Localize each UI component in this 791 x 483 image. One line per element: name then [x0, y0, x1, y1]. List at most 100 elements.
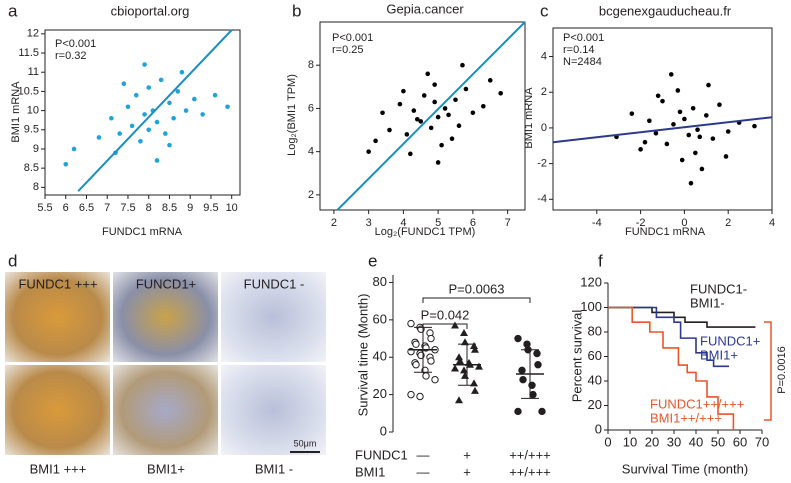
point: [133, 92, 139, 98]
point: [697, 134, 703, 140]
point: [121, 81, 127, 87]
y-tick-label: 0: [541, 122, 547, 134]
point: [175, 89, 181, 94]
point: [629, 111, 635, 116]
point: [117, 131, 122, 136]
point: [96, 135, 102, 140]
point: [212, 92, 218, 98]
y-axis-label: Survival time (Month): [355, 294, 370, 417]
ihc-image: [221, 272, 326, 362]
panel-letter: b: [292, 1, 301, 20]
point: [432, 99, 437, 105]
y-tick-label: 9: [33, 143, 39, 155]
x-tick-label: 3: [366, 217, 372, 229]
x-tick-label: 10: [623, 434, 637, 449]
y-tick-label: 80: [373, 274, 387, 289]
point: [449, 136, 455, 141]
point: [693, 150, 698, 156]
x-tick-label: 70: [755, 434, 769, 449]
y-axis-label: Log₂(BMI1 TPM): [286, 74, 298, 156]
point: [470, 342, 478, 350]
bracket: [422, 297, 531, 303]
legend-label: BMI1+: [700, 347, 738, 362]
point: [416, 392, 424, 401]
point: [421, 93, 427, 98]
x-tick-label: 2: [331, 217, 337, 229]
point: [431, 375, 439, 384]
point: [519, 375, 527, 384]
group-label: ++/+++: [509, 447, 551, 462]
point: [427, 334, 435, 343]
ihc-image: [221, 365, 326, 455]
point: [456, 123, 462, 129]
point: [686, 132, 692, 138]
x-tick-label: 6: [470, 217, 476, 229]
x-tick-label: 6: [63, 202, 69, 214]
point: [675, 88, 681, 93]
point: [655, 93, 661, 99]
point: [435, 160, 441, 165]
panel-letter: e: [368, 251, 377, 270]
point: [373, 138, 378, 144]
p-value: P=0.042: [421, 307, 470, 322]
x-tick-label: 7: [505, 217, 511, 229]
point: [453, 97, 458, 103]
group-label: +: [463, 447, 471, 462]
point: [129, 123, 135, 129]
point: [428, 125, 434, 131]
x-tick-label: 0: [604, 434, 611, 449]
y-tick-label: 4: [308, 146, 314, 158]
point: [638, 147, 643, 152]
x-tick-label: 30: [667, 434, 681, 449]
y-tick-label: 11.5: [18, 47, 39, 59]
x-tick-label: 50: [711, 434, 725, 449]
x-tick-label: 10: [226, 202, 238, 214]
y-tick-label: 10: [27, 104, 39, 116]
annotation: P<0.001: [55, 38, 96, 50]
point: [432, 82, 437, 87]
point: [518, 366, 526, 375]
point: [487, 78, 493, 83]
scale-label: 50μm: [294, 438, 317, 448]
point: [397, 101, 403, 107]
point: [183, 108, 189, 113]
p-value: P=0.0016: [776, 346, 788, 393]
y-tick-label: 80: [588, 323, 602, 338]
x-tick-label: 9.5: [203, 202, 218, 214]
point: [442, 106, 448, 111]
y-tick-label: 0: [380, 423, 387, 438]
x-tick-label: 0: [681, 217, 687, 229]
point: [688, 180, 694, 186]
annotation: r=0.14: [563, 44, 595, 56]
point: [179, 69, 185, 75]
point: [200, 112, 205, 117]
point: [387, 127, 392, 133]
point: [529, 390, 537, 399]
point: [425, 71, 431, 77]
point: [404, 132, 410, 137]
panel-letter: c: [540, 1, 549, 20]
point: [723, 154, 729, 159]
y-tick-label: 2: [308, 189, 314, 201]
x-tick-label: 7: [104, 202, 110, 214]
survival-curve: [608, 306, 729, 368]
point: [704, 113, 709, 118]
x-axis-label: FUNDC1 mRNA: [102, 226, 183, 238]
point: [422, 372, 430, 380]
regression-line: [552, 116, 773, 144]
y-tick-label: 8: [33, 181, 39, 193]
point: [109, 115, 114, 121]
point: [154, 119, 160, 125]
point: [125, 104, 131, 110]
point: [408, 151, 413, 157]
legend-label: BMI1-: [690, 295, 725, 310]
legend-label: FUNDC1+: [700, 333, 760, 348]
image-label: BMI1+: [147, 461, 185, 476]
point: [460, 366, 468, 374]
point: [538, 407, 546, 416]
x-tick-label: 20: [645, 434, 659, 449]
point: [154, 158, 160, 163]
panel-letter: d: [8, 251, 17, 270]
legend-label: FUNDC1++/+++: [650, 396, 744, 411]
point: [514, 334, 522, 343]
